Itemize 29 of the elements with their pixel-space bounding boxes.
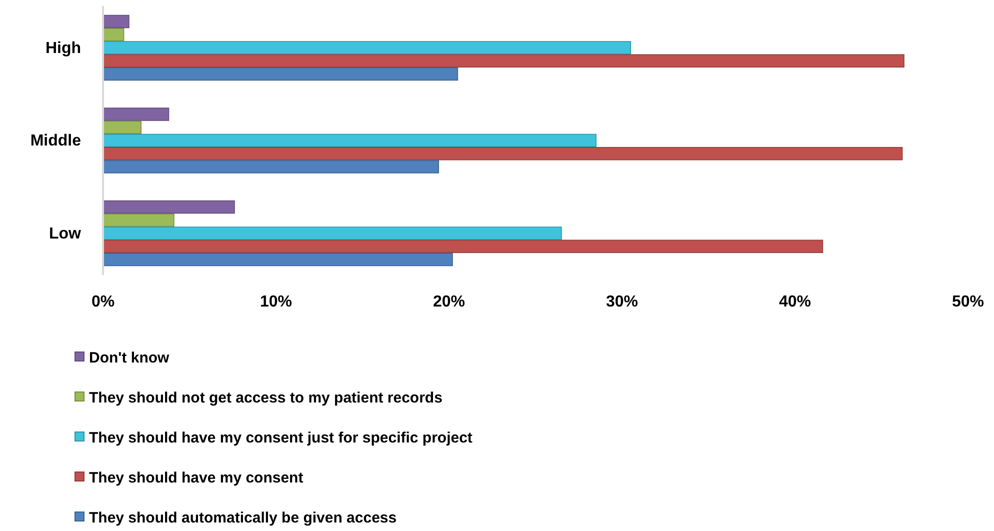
bar bbox=[102, 108, 170, 121]
bar bbox=[102, 160, 440, 174]
x-tick-label: 10% bbox=[260, 293, 292, 310]
bar bbox=[102, 67, 458, 81]
bar bbox=[102, 41, 632, 54]
y-tick-label: High bbox=[45, 40, 81, 57]
bar bbox=[102, 120, 142, 134]
bar bbox=[102, 28, 124, 42]
bar bbox=[102, 200, 235, 214]
bar bbox=[102, 146, 903, 160]
y-tick-label: Middle bbox=[30, 132, 82, 150]
legend-label: Don't know bbox=[89, 349, 170, 366]
bar bbox=[102, 14, 130, 28]
bar bbox=[102, 226, 562, 240]
legend-label: They should have my consent just for specific project bbox=[89, 429, 472, 446]
bar bbox=[102, 134, 596, 148]
x-tick-label: 0% bbox=[91, 293, 115, 310]
bar bbox=[102, 252, 453, 266]
x-tick-label: 20% bbox=[432, 293, 466, 310]
x-tick-label: 50% bbox=[952, 293, 984, 310]
legend-label: They should automatically be given access bbox=[89, 509, 397, 526]
bar bbox=[102, 214, 174, 227]
legend-label: They should have my consent bbox=[89, 469, 304, 486]
bar bbox=[102, 54, 904, 68]
x-tick-label: 30% bbox=[606, 293, 638, 310]
legend-label: They should not get access to my patient records bbox=[89, 389, 442, 406]
bar bbox=[102, 240, 824, 254]
y-tick-label: Low bbox=[49, 225, 82, 242]
x-tick-label: 40% bbox=[778, 293, 812, 310]
